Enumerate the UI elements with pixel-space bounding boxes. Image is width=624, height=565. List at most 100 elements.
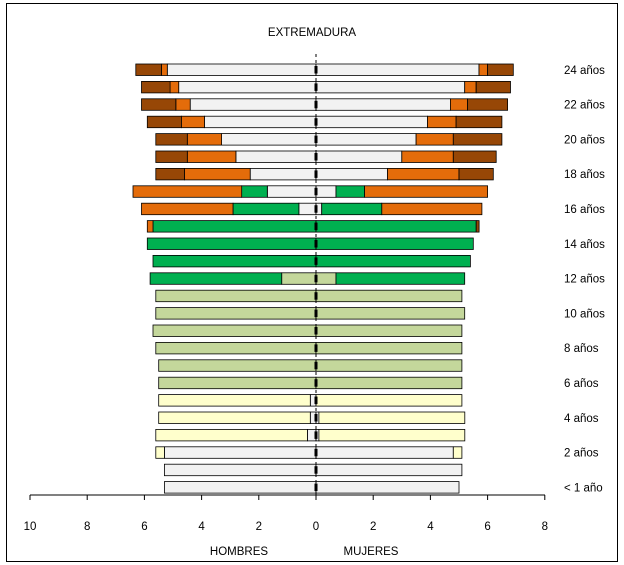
bar-segment-mujeres-17-eso_segundo_ciclo	[335, 185, 366, 198]
bar-segment-hombres-4-primaria	[158, 411, 311, 424]
bar-segment-mujeres-0-ninguno	[315, 481, 460, 494]
bar-segment-mujeres-18-universidad	[458, 167, 494, 181]
y-label-18: 18 años	[564, 169, 605, 181]
center-marker-4	[314, 414, 318, 422]
bar-segment-hombres-13-eso_segundo_ciclo	[152, 254, 317, 268]
y-label-0: < 1 año	[564, 482, 603, 494]
center-marker-17	[314, 187, 318, 196]
bar-segment-mujeres-24-secundaria_postobligatoria	[478, 63, 489, 76]
y-label-20: 20 años	[564, 134, 605, 146]
bar-segment-mujeres-9-eso_primer_ciclo	[315, 324, 463, 337]
center-marker-14	[314, 240, 318, 248]
bar-segment-hombres-17-eso_segundo_ciclo	[241, 185, 268, 198]
bar-segment-hombres-14-eso_segundo_ciclo	[146, 237, 317, 250]
bar-segment-mujeres-16-eso_segundo_ciclo	[321, 202, 383, 216]
bar-segment-hombres-16-secundaria_postobligatoria	[141, 202, 234, 216]
bar-segment-mujeres-24-ninguno	[315, 63, 480, 76]
bar-segment-mujeres-8-eso_primer_ciclo	[315, 341, 463, 355]
bar-segment-mujeres-21-universidad	[455, 115, 503, 129]
bar-segment-hombres-22-secundaria_postobligatoria	[175, 98, 191, 111]
center-marker-24	[314, 66, 318, 74]
bar-segment-mujeres-2-ninguno	[315, 446, 454, 459]
bar-segment-mujeres-4-primaria	[318, 411, 466, 424]
x-tick-label-right-6: 6	[484, 521, 490, 533]
bar-segment-mujeres-22-secundaria_postobligatoria	[449, 98, 468, 111]
bar-segment-hombres-20-ninguno	[221, 133, 317, 146]
center-marker-23	[314, 83, 318, 91]
bar-segment-mujeres-1-ninguno	[315, 463, 463, 477]
bar-segment-hombres-15-secundaria_postobligatoria	[146, 220, 154, 233]
bar-segment-hombres-7-eso_primer_ciclo	[158, 359, 317, 372]
bar-segment-hombres-0-ninguno	[163, 481, 317, 494]
bar-segment-hombres-20-universidad	[155, 133, 188, 146]
bar-segment-hombres-22-universidad	[141, 98, 177, 111]
bar-segment-mujeres-15-universidad	[475, 220, 480, 233]
bar-segment-hombres-22-ninguno	[189, 98, 317, 111]
center-marker-13	[314, 257, 318, 265]
x-axis-label-mujeres: MUJERES	[344, 546, 399, 558]
x-tick-label-left-8: 8	[84, 521, 90, 533]
bar-segment-hombres-24-secundaria_postobligatoria	[161, 63, 168, 76]
center-marker-7	[314, 361, 318, 370]
bar-segment-mujeres-7-eso_primer_ciclo	[315, 359, 463, 372]
bar-segment-hombres-23-secundaria_postobligatoria	[169, 81, 180, 94]
bar-segment-hombres-10-eso_primer_ciclo	[155, 307, 317, 320]
y-axis-labels: < 1 año 2 años 4 años 6 años 8 años 10 años 12…	[564, 65, 605, 494]
bar-segment-hombres-24-ninguno	[166, 63, 317, 76]
bar-segment-mujeres-17-ninguno	[315, 185, 337, 198]
bar-segment-mujeres-22-universidad	[467, 98, 509, 111]
bar-segment-hombres-15-eso_segundo_ciclo	[152, 220, 317, 233]
y-label-16: 16 años	[564, 204, 605, 216]
bar-segment-hombres-21-universidad	[146, 115, 183, 129]
bar-segment-hombres-21-secundaria_postobligatoria	[181, 115, 205, 129]
x-tick-label-right-8: 8	[542, 521, 548, 533]
bar-segment-mujeres-2-primaria	[452, 446, 463, 459]
y-label-12: 12 años	[564, 274, 605, 286]
bar-segment-mujeres-20-secundaria_postobligatoria	[415, 133, 454, 146]
y-label-10: 10 años	[564, 308, 605, 320]
bar-segment-mujeres-23-ninguno	[315, 81, 466, 94]
bar-segment-mujeres-19-universidad	[452, 150, 497, 163]
y-label-14: 14 años	[564, 239, 605, 251]
center-marker-5	[314, 396, 318, 405]
x-axis: 10 8 6 4 2 0 2 4 6 8	[24, 494, 548, 533]
bar-segment-mujeres-23-universidad	[475, 81, 511, 94]
bar-segment-mujeres-15-eso_segundo_ciclo	[315, 220, 477, 233]
bar-segment-hombres-6-eso_primer_ciclo	[158, 376, 317, 390]
bar-segment-mujeres-3-primaria	[318, 428, 466, 442]
bar-segment-hombres-16-eso_segundo_ciclo	[232, 202, 300, 216]
bar-segment-mujeres-12-eso_segundo_ciclo	[335, 272, 466, 285]
bar-segment-mujeres-22-ninguno	[315, 98, 451, 111]
bar-segment-hombres-1-ninguno	[163, 463, 317, 477]
x-tick-label-left-4: 4	[198, 521, 205, 533]
bar-segment-mujeres-10-eso_primer_ciclo	[315, 307, 466, 320]
bar-segment-hombres-18-secundaria_postobligatoria	[183, 167, 251, 181]
bar-segment-mujeres-21-secundaria_postobligatoria	[427, 115, 457, 129]
bar-segment-hombres-5-primaria	[158, 394, 311, 407]
y-label-6: 6 años	[564, 378, 599, 390]
bar-segment-mujeres-14-eso_segundo_ciclo	[315, 237, 474, 250]
bar-segment-mujeres-17-secundaria_postobligatoria	[364, 185, 489, 198]
bar-segment-hombres-17-ninguno	[266, 185, 317, 198]
bar-segment-hombres-23-universidad	[141, 81, 171, 94]
bar-segment-hombres-18-ninguno	[249, 167, 317, 181]
center-marker-3	[314, 431, 318, 439]
bar-segment-mujeres-16-secundaria_postobligatoria	[381, 202, 483, 216]
x-tick-label-left-10: 10	[24, 521, 37, 533]
x-axis-label-hombres: HOMBRES	[210, 546, 268, 558]
y-label-24: 24 años	[564, 65, 605, 77]
bar-segment-hombres-19-universidad	[155, 150, 188, 163]
bar-segment-hombres-12-eso_segundo_ciclo	[149, 272, 283, 285]
x-tick-label-right-2: 2	[370, 521, 376, 533]
x-tick-label-left-2: 2	[256, 521, 262, 533]
bar-segment-mujeres-12-eso_primer_ciclo	[315, 272, 337, 285]
bar-segment-mujeres-24-universidad	[487, 63, 514, 76]
bar-segment-mujeres-11-eso_primer_ciclo	[315, 289, 463, 303]
bar-segment-hombres-24-universidad	[135, 63, 162, 76]
x-tick-label-left-0: 0	[313, 521, 319, 533]
bar-segment-hombres-2-primaria	[155, 446, 165, 459]
bar-segment-hombres-23-ninguno	[178, 81, 317, 94]
bar-segment-hombres-12-eso_primer_ciclo	[281, 272, 317, 285]
bar-segment-mujeres-18-ninguno	[315, 167, 388, 181]
